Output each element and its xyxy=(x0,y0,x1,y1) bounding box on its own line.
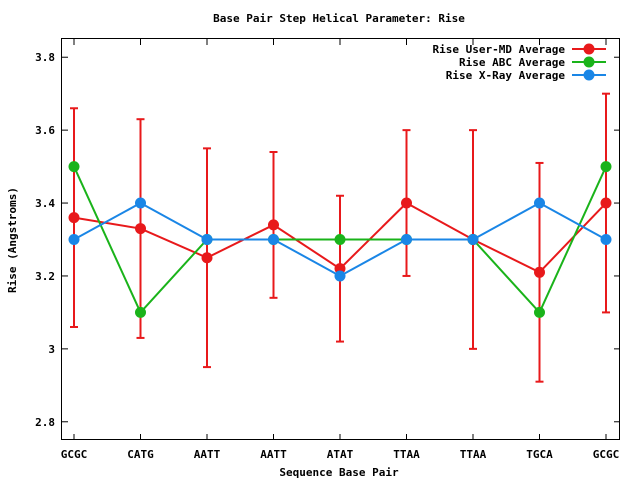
x-tick-label: GCGC xyxy=(593,448,620,461)
data-point xyxy=(135,197,146,209)
legend-label: Rise ABC Average xyxy=(459,56,565,69)
series-0 xyxy=(68,92,612,383)
data-point xyxy=(600,197,612,209)
legend-swatch-marker xyxy=(583,69,595,81)
data-point xyxy=(334,234,346,245)
data-point xyxy=(600,161,612,173)
x-axis-label: Sequence Base Pair xyxy=(279,466,399,479)
x-tick-label: GCGC xyxy=(61,448,88,461)
x-tick-label: TTAA xyxy=(460,448,487,461)
x-tick-label: ATAT xyxy=(327,448,354,461)
legend-swatch-marker xyxy=(583,56,595,68)
x-tick-label: AATT xyxy=(260,448,287,461)
data-point xyxy=(68,161,80,173)
data-point xyxy=(201,252,213,264)
x-tick-label: CATG xyxy=(127,448,154,461)
y-tick-label: 2.8 xyxy=(35,416,55,429)
data-point xyxy=(268,219,279,231)
data-point xyxy=(401,234,412,245)
y-tick-label: 3.2 xyxy=(35,270,55,283)
legend-swatch-marker xyxy=(583,43,595,55)
data-point xyxy=(135,306,146,318)
y-tick-label: 3.8 xyxy=(35,51,55,64)
data-point xyxy=(201,234,213,245)
chart-title: Base Pair Step Helical Parameter: Rise xyxy=(213,12,465,25)
x-tick-label: TGCA xyxy=(526,448,553,461)
x-tick-label: AATT xyxy=(194,448,221,461)
axis-ticks: 2.8 3 3.2 3.4 3.6 3.8 GCGC CATG AATT AATT ATAT TTAA… xyxy=(35,39,620,461)
y-tick-label: 3 xyxy=(48,343,55,356)
legend-label: Rise X-Ray Average xyxy=(446,69,566,82)
data-point xyxy=(68,234,80,245)
series-2 xyxy=(68,197,612,282)
series-layer xyxy=(68,92,612,383)
y-tick-label: 3.4 xyxy=(35,197,55,210)
data-point xyxy=(334,270,346,282)
data-point xyxy=(467,234,479,245)
y-tick-label: 3.6 xyxy=(35,124,55,137)
data-point xyxy=(401,197,412,209)
x-tick-label: TTAA xyxy=(393,448,420,461)
data-point xyxy=(534,266,545,278)
data-point xyxy=(268,234,279,245)
data-point xyxy=(600,234,612,245)
legend-label: Rise User-MD Average xyxy=(433,43,566,56)
y-axis-label: Rise (Angstroms) xyxy=(6,187,19,293)
data-point xyxy=(534,306,545,318)
data-point xyxy=(68,212,80,224)
data-point xyxy=(534,197,545,209)
data-point xyxy=(135,223,146,235)
